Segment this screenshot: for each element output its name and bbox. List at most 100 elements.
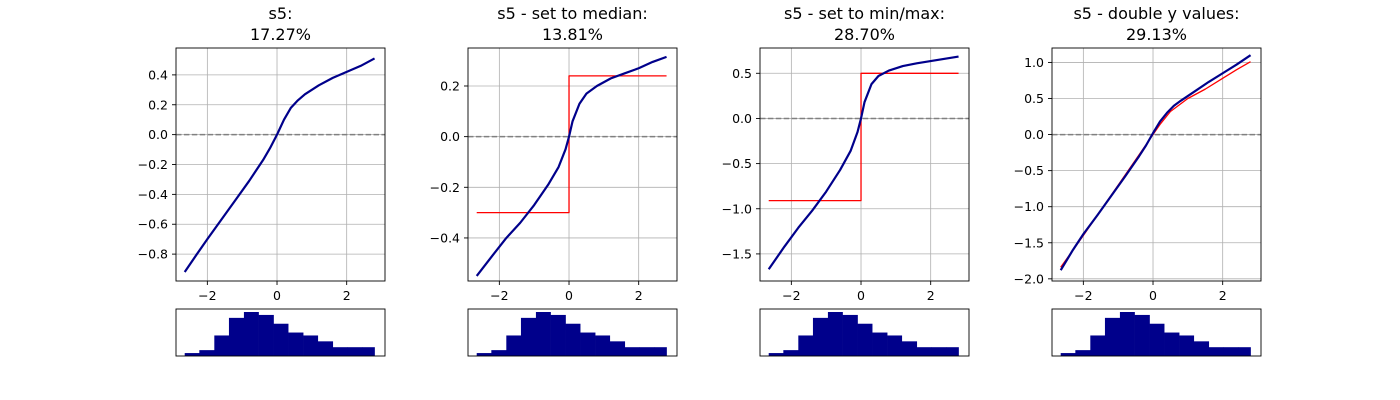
histogram-bar [332,347,348,356]
feature-histogram [476,312,667,356]
histogram-bar [184,353,200,356]
histogram-bar [783,350,799,356]
histogram-bar [362,347,375,356]
x-tick-label: 0 [857,288,865,303]
subplot-3: s5 - set to min/max: 28.70% −2 0 2 −1.5 −1.0 −0… [722,4,970,357]
subplot-title: s5 - set to median: [497,4,648,23]
shap-curve-line [183,57,376,273]
histogram-bar [580,332,596,356]
histogram-bar [887,335,903,356]
histogram-frame [467,308,678,357]
y-tick-label: −0.4 [138,187,168,202]
y-tick-label: 0.2 [440,78,460,93]
histogram-bar [1223,347,1239,356]
histogram-bar [258,314,274,356]
y-tick-label: 0.5 [732,66,752,81]
plot-frame [1051,47,1262,282]
feature-histogram [184,312,375,356]
y-tick-label: −1.5 [1014,235,1044,250]
histogram-bar [901,341,918,356]
histogram-bar [565,323,581,356]
y-tick-label: 0.2 [148,97,168,112]
feature-histogram [768,312,959,356]
y-tick-label: 0.0 [440,129,460,144]
y-tick-label: 0.0 [732,111,752,126]
histogram-bar [798,335,814,356]
x-tick-label: −2 [198,288,216,303]
x-tick-label: 2 [343,288,351,303]
histogram-bar [609,341,626,356]
histogram-bar [476,353,492,356]
y-tick-label: −1.0 [1014,199,1044,214]
histogram-bar [243,312,259,356]
histogram-bar [1075,350,1091,356]
subplot-importance: 28.70% [834,25,895,44]
shap-curve-line [767,55,959,270]
y-tick-label: −1.0 [722,201,752,216]
histogram-bar [827,312,843,356]
histogram-bar [931,347,947,356]
y-tick-label: −0.5 [722,156,752,171]
histogram-bar [491,350,507,356]
subplot-2: s5 - set to median: 13.81% −2 0 2 −0.4 −0.2 0.0… [430,4,678,357]
x-tick-label: 2 [635,288,643,303]
histogram-frame [759,308,970,357]
histogram-bar [288,332,304,356]
subplot-importance: 29.13% [1126,25,1187,44]
histogram-bar [916,347,932,356]
histogram-bar [1208,347,1224,356]
x-tick-label: 0 [1149,288,1157,303]
x-tick-label: −2 [1074,288,1092,303]
y-tick-label: −1.5 [722,246,752,261]
histogram-bar [595,335,611,356]
plot-area [767,55,959,270]
plot-area [183,57,376,273]
shap-curve-line [1059,54,1252,271]
histogram-bar [199,350,215,356]
x-tick-label: −2 [490,288,508,303]
histogram-bar [228,317,245,356]
y-tick-label: −0.2 [138,157,168,172]
approximation-line [768,72,959,202]
plot-area [475,55,667,277]
y-tick-label: 0.0 [148,127,168,142]
histogram-bar [1060,353,1076,356]
histogram-bar [214,335,230,356]
plot-frame [467,47,678,282]
plot-area [1059,54,1252,271]
subplot-title: s5: [269,4,293,23]
histogram-bar [624,347,640,356]
y-tick-label: −0.2 [430,180,460,195]
plot-frame [759,47,970,282]
histogram-bar [535,312,551,356]
subplot-title: s5 - set to min/max: [784,4,945,23]
histogram-bar [1104,317,1121,356]
x-tick-label: −2 [782,288,800,303]
subplot-title: s5 - double y values: [1073,4,1239,23]
histogram-bar [506,335,522,356]
histogram-frame [1051,308,1262,357]
histogram-bar [842,314,858,356]
histogram-frame [175,308,386,357]
histogram-bar [550,314,566,356]
x-tick-label: 0 [565,288,573,303]
histogram-bar [654,347,667,356]
histogram-bar [768,353,784,356]
histogram-bar [1193,341,1210,356]
y-tick-label: −0.5 [1014,163,1044,178]
histogram-bar [1179,335,1195,356]
x-tick-label: 2 [927,288,935,303]
x-tick-label: 2 [1219,288,1227,303]
histogram-bar [1090,335,1106,356]
y-tick-label: −0.6 [138,217,168,232]
y-tick-label: 1.0 [1024,55,1044,70]
y-tick-label: −2.0 [1014,271,1044,286]
y-tick-label: 0.4 [148,67,168,82]
histogram-bar [520,317,537,356]
histogram-bar [1149,323,1165,356]
histogram-bar [946,347,959,356]
subplot-importance: 17.27% [250,25,311,44]
histogram-bar [317,341,334,356]
subplot-importance: 13.81% [542,25,603,44]
y-tick-label: 0.5 [1024,91,1044,106]
